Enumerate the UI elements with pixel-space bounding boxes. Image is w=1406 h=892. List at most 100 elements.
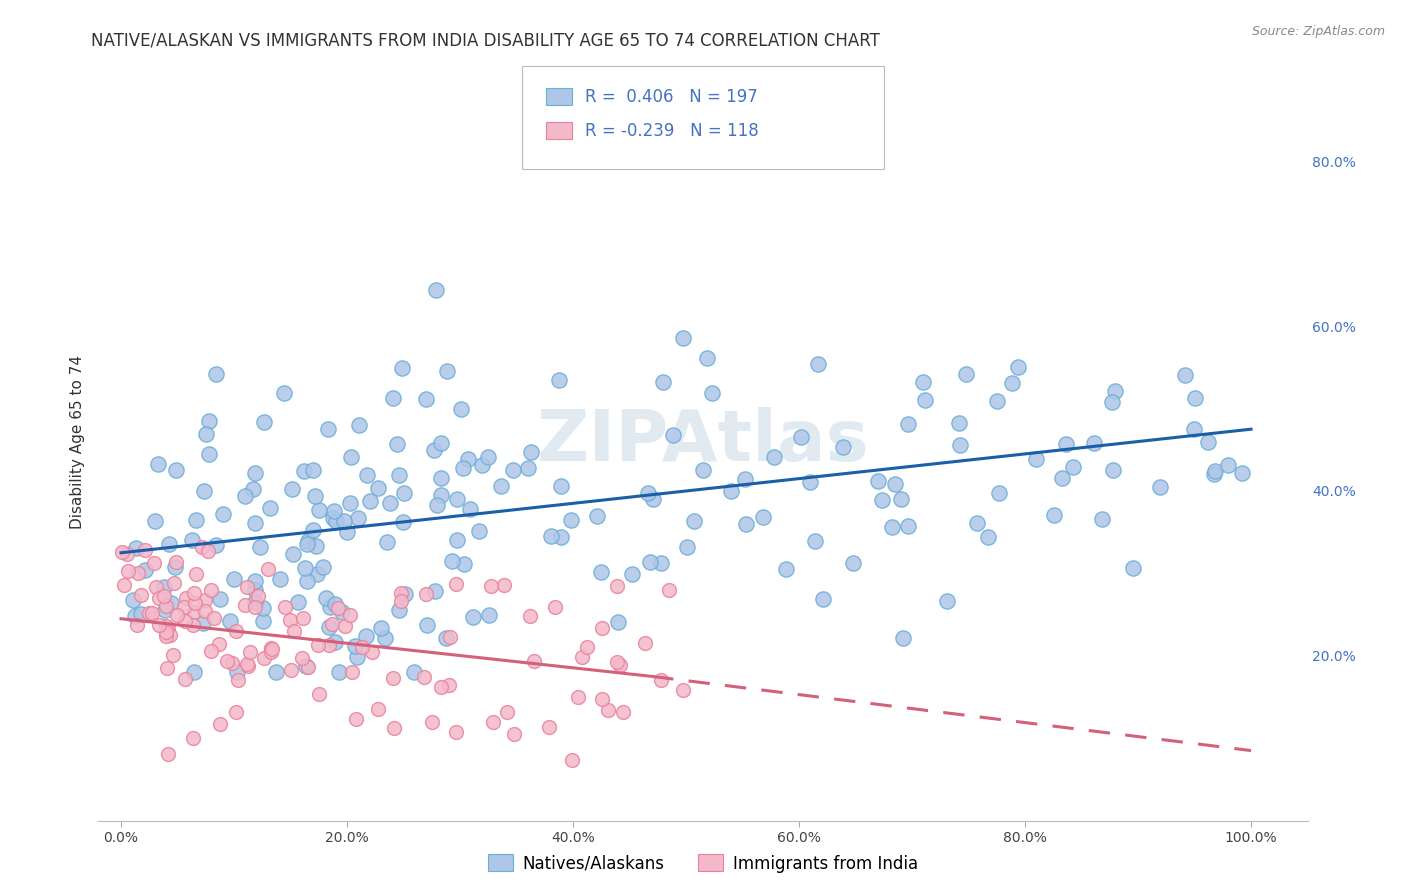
- Point: [181, 731, 204, 745]
- Point: [832, 440, 855, 454]
- Point: [122, 592, 145, 607]
- Point: [517, 461, 540, 475]
- Point: [429, 680, 451, 694]
- Point: [1054, 437, 1077, 451]
- Point: [256, 562, 278, 576]
- Point: [986, 394, 1008, 409]
- Point: [323, 635, 346, 649]
- Point: [567, 690, 589, 705]
- Point: [453, 558, 475, 572]
- Point: [245, 574, 267, 588]
- Point: [672, 682, 695, 697]
- Point: [308, 687, 330, 701]
- Point: [245, 466, 267, 480]
- Point: [155, 599, 177, 614]
- Point: [436, 364, 458, 378]
- Point: [1122, 561, 1144, 575]
- Point: [291, 650, 314, 665]
- Point: [502, 463, 524, 477]
- Point: [523, 654, 546, 668]
- Point: [143, 514, 166, 528]
- Point: [367, 702, 389, 716]
- Point: [302, 524, 325, 538]
- Point: [606, 615, 628, 630]
- Point: [420, 715, 443, 730]
- Point: [897, 518, 920, 533]
- Point: [430, 436, 453, 450]
- Point: [634, 636, 657, 650]
- Point: [1202, 467, 1225, 482]
- Point: [382, 721, 405, 735]
- Point: [477, 450, 499, 464]
- Point: [1174, 368, 1197, 382]
- Point: [305, 539, 328, 553]
- Point: [226, 665, 249, 680]
- Point: [145, 581, 167, 595]
- Point: [162, 648, 184, 662]
- Point: [184, 567, 207, 582]
- Point: [336, 524, 359, 539]
- Point: [1104, 384, 1126, 399]
- Point: [482, 714, 505, 729]
- Point: [343, 640, 366, 654]
- Point: [652, 375, 675, 389]
- Point: [643, 492, 665, 507]
- Point: [606, 655, 628, 669]
- Point: [356, 467, 378, 482]
- Point: [153, 589, 176, 603]
- Point: [115, 547, 138, 561]
- Point: [174, 614, 197, 628]
- Point: [734, 472, 756, 486]
- Point: [381, 391, 404, 405]
- Point: [156, 747, 179, 761]
- Point: [373, 631, 395, 645]
- Point: [423, 584, 446, 599]
- Point: [955, 367, 977, 381]
- Point: [159, 628, 181, 642]
- Point: [328, 665, 350, 680]
- Point: [891, 631, 914, 645]
- Point: [339, 608, 361, 623]
- Point: [637, 485, 659, 500]
- Point: [322, 511, 344, 525]
- Point: [948, 416, 970, 430]
- Point: [131, 607, 153, 621]
- Point: [949, 438, 972, 452]
- Point: [243, 599, 266, 614]
- Point: [209, 716, 232, 731]
- Point: [375, 535, 398, 549]
- Point: [914, 393, 936, 408]
- Point: [430, 488, 453, 502]
- Point: [457, 451, 479, 466]
- Point: [308, 502, 330, 516]
- Point: [416, 617, 439, 632]
- Point: [389, 586, 412, 600]
- Point: [295, 659, 318, 673]
- Point: [260, 642, 283, 657]
- Point: [389, 594, 412, 608]
- Point: [218, 614, 240, 628]
- Point: [478, 607, 501, 622]
- Point: [253, 651, 276, 665]
- Point: [461, 610, 484, 624]
- FancyBboxPatch shape: [546, 122, 572, 139]
- Point: [540, 529, 562, 543]
- Point: [235, 598, 257, 612]
- Point: [292, 464, 315, 478]
- Point: [163, 576, 186, 591]
- Text: R = -0.239   N = 118: R = -0.239 N = 118: [585, 121, 758, 140]
- Point: [165, 555, 187, 569]
- Point: [359, 494, 381, 508]
- Point: [260, 641, 283, 656]
- Point: [166, 608, 188, 623]
- Point: [388, 468, 411, 483]
- Point: [148, 457, 170, 471]
- Point: [790, 430, 813, 444]
- Point: [519, 609, 541, 624]
- Point: [496, 705, 519, 719]
- Point: [370, 621, 392, 635]
- Point: [194, 604, 217, 618]
- Point: [988, 486, 1011, 500]
- Point: [775, 562, 797, 576]
- Point: [762, 450, 785, 464]
